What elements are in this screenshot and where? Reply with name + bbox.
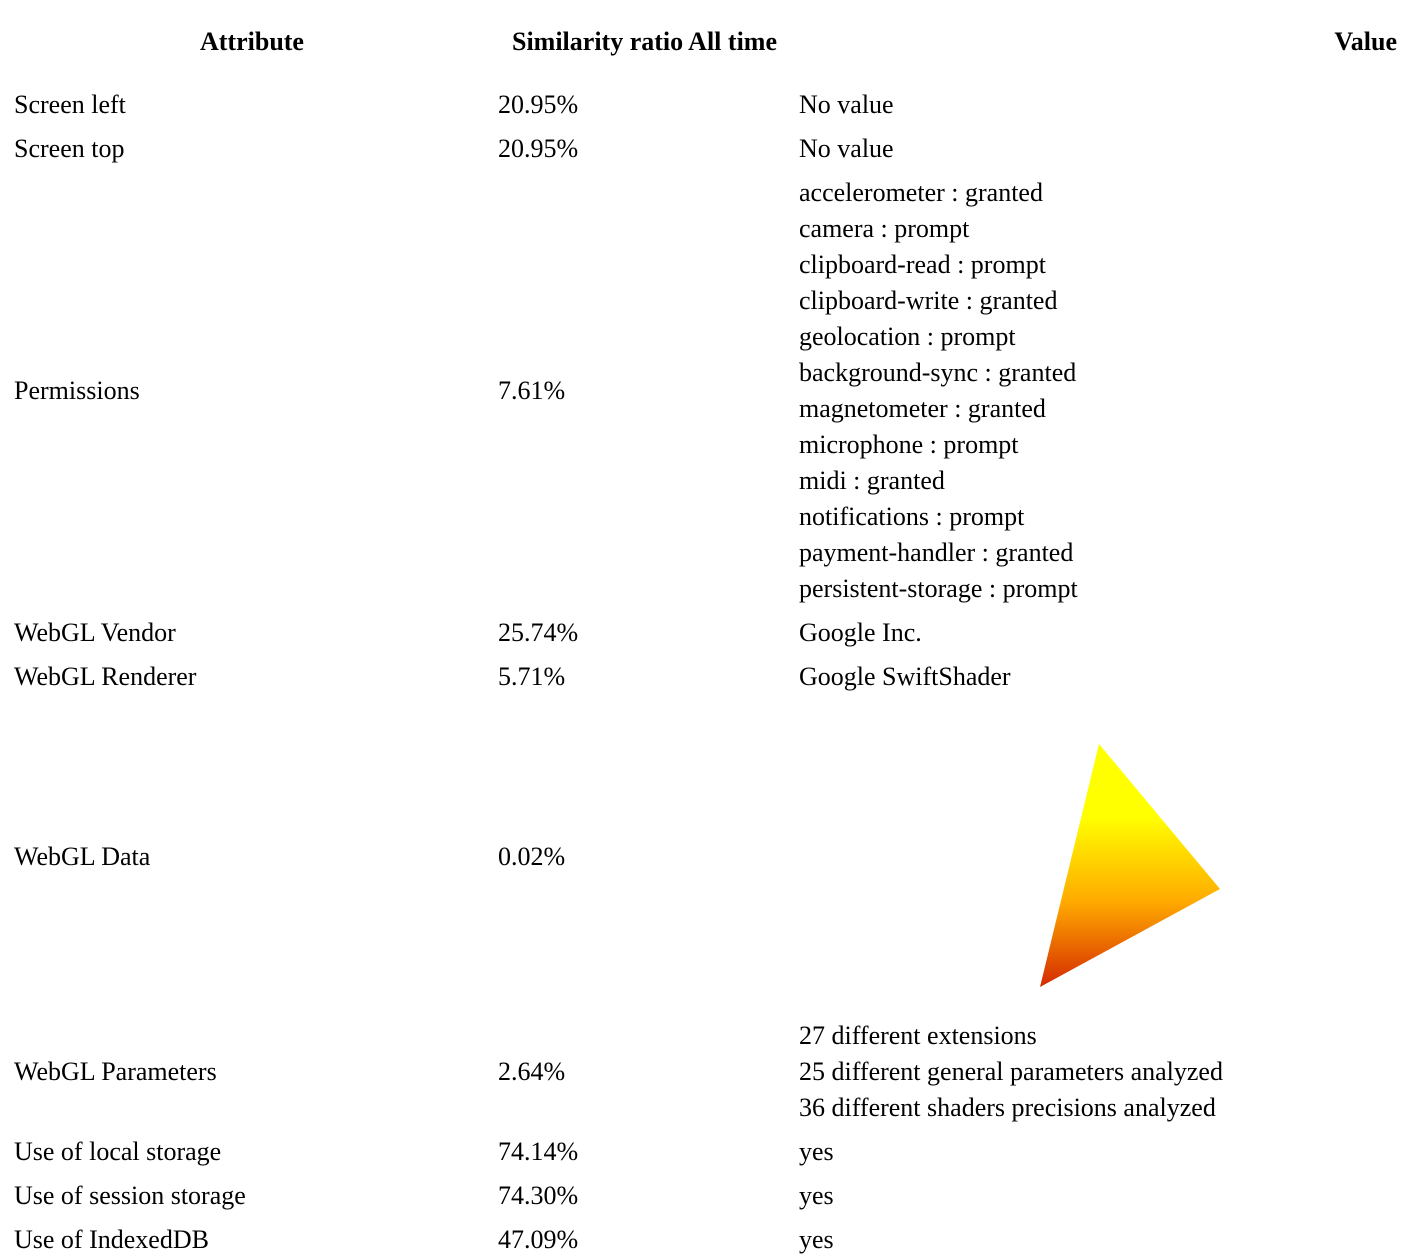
value-line: 27 different extensions [799,1021,1037,1050]
ratio-cell: 20.95% [498,134,579,163]
attribute-cell: WebGL Vendor [14,618,176,647]
value-cell: No value [799,134,894,163]
value-cell [795,699,1401,1014]
value-cell: yes [799,1225,834,1254]
value-line: midi : granted [799,466,945,495]
value-cell: Google SwiftShader [799,662,1011,691]
table-row: Permissions 7.61% accelerometer : granted c… [10,171,1401,611]
attribute-cell: Permissions [14,376,140,405]
attribute-cell: WebGL Data [14,841,151,871]
triangle [1040,744,1220,987]
header-row: Attribute Similarity ratio All time Valu… [10,0,1401,83]
table-row: WebGL Vendor 25.74% Google Inc. [10,611,1401,655]
attribute-cell: Use of local storage [14,1137,222,1166]
ratio-cell: 0.02% [498,841,566,871]
table-body: Screen left 20.95% No value Screen top 20.95… [10,83,1401,1256]
value-line: camera : prompt [799,214,970,243]
value-cell: yes [799,1181,834,1210]
ratio-cell: 25.74% [498,618,579,647]
value-line: 25 different general parameters analyzed [799,1057,1223,1086]
value-line: payment-handler : granted [799,538,1074,567]
table-row: WebGL Parameters 2.64% 27 different extens… [10,1014,1401,1130]
table-row: Use of IndexedDB 47.09% yes [10,1218,1401,1256]
table-head: Attribute Similarity ratio All time Valu… [10,0,1401,83]
value-line: microphone : prompt [799,430,1019,459]
table-row: WebGL Renderer 5.71% Google SwiftShader [10,655,1401,699]
attribute-table: Attribute Similarity ratio All time Valu… [10,0,1401,1256]
ratio-cell: 20.95% [498,90,579,119]
value-cell: yes [799,1137,834,1166]
ratio-cell: 74.14% [498,1137,579,1166]
ratio-cell: 2.64% [498,1057,566,1086]
webgl-image [1040,744,1220,987]
value-line: clipboard-write : granted [799,286,1058,315]
attribute-cell: Screen left [14,90,126,119]
value-line: magnetometer : granted [799,394,1046,423]
table-row: Use of session storage 74.30% yes [10,1174,1401,1218]
table-row: WebGL Data 0.02% [10,699,1401,1014]
value-line: background-sync : granted [799,358,1077,387]
value-line: geolocation : prompt [799,322,1016,351]
ratio-cell: 74.30% [498,1181,579,1210]
header-cell: Similarity ratio All time [511,27,777,56]
value-line: persistent-storage : prompt [799,574,1078,603]
value-cell: No value [799,90,894,119]
header-cell: Attribute [200,27,304,56]
ratio-cell: 5.71% [498,662,566,691]
attribute-cell: Use of IndexedDB [14,1225,209,1254]
table-row: Screen left 20.95% No value [10,83,1401,127]
table-row: Screen top 20.95% No value [10,127,1401,171]
value-cell: Google Inc. [799,618,922,647]
ratio-cell: 7.61% [498,376,566,405]
value-line: accelerometer : granted [799,178,1043,207]
value-cell: accelerometer : granted camera : prompt cl… [795,171,1401,611]
value-line: notifications : prompt [799,502,1025,531]
attribute-cell: Use of session storage [14,1181,246,1210]
attribute-cell: WebGL Renderer [14,662,197,691]
value-cell: 27 different extensions 25 different gene… [795,1014,1401,1130]
attribute-cell: Screen top [14,134,125,163]
ratio-cell: 47.09% [498,1225,579,1254]
table-row: Use of local storage 74.14% yes [10,1130,1401,1174]
value-line: 36 different shaders precisions analyzed [799,1093,1216,1122]
value-line: clipboard-read : prompt [799,250,1046,279]
attribute-cell: WebGL Parameters [14,1057,217,1086]
header-cell: Value [1334,27,1397,56]
